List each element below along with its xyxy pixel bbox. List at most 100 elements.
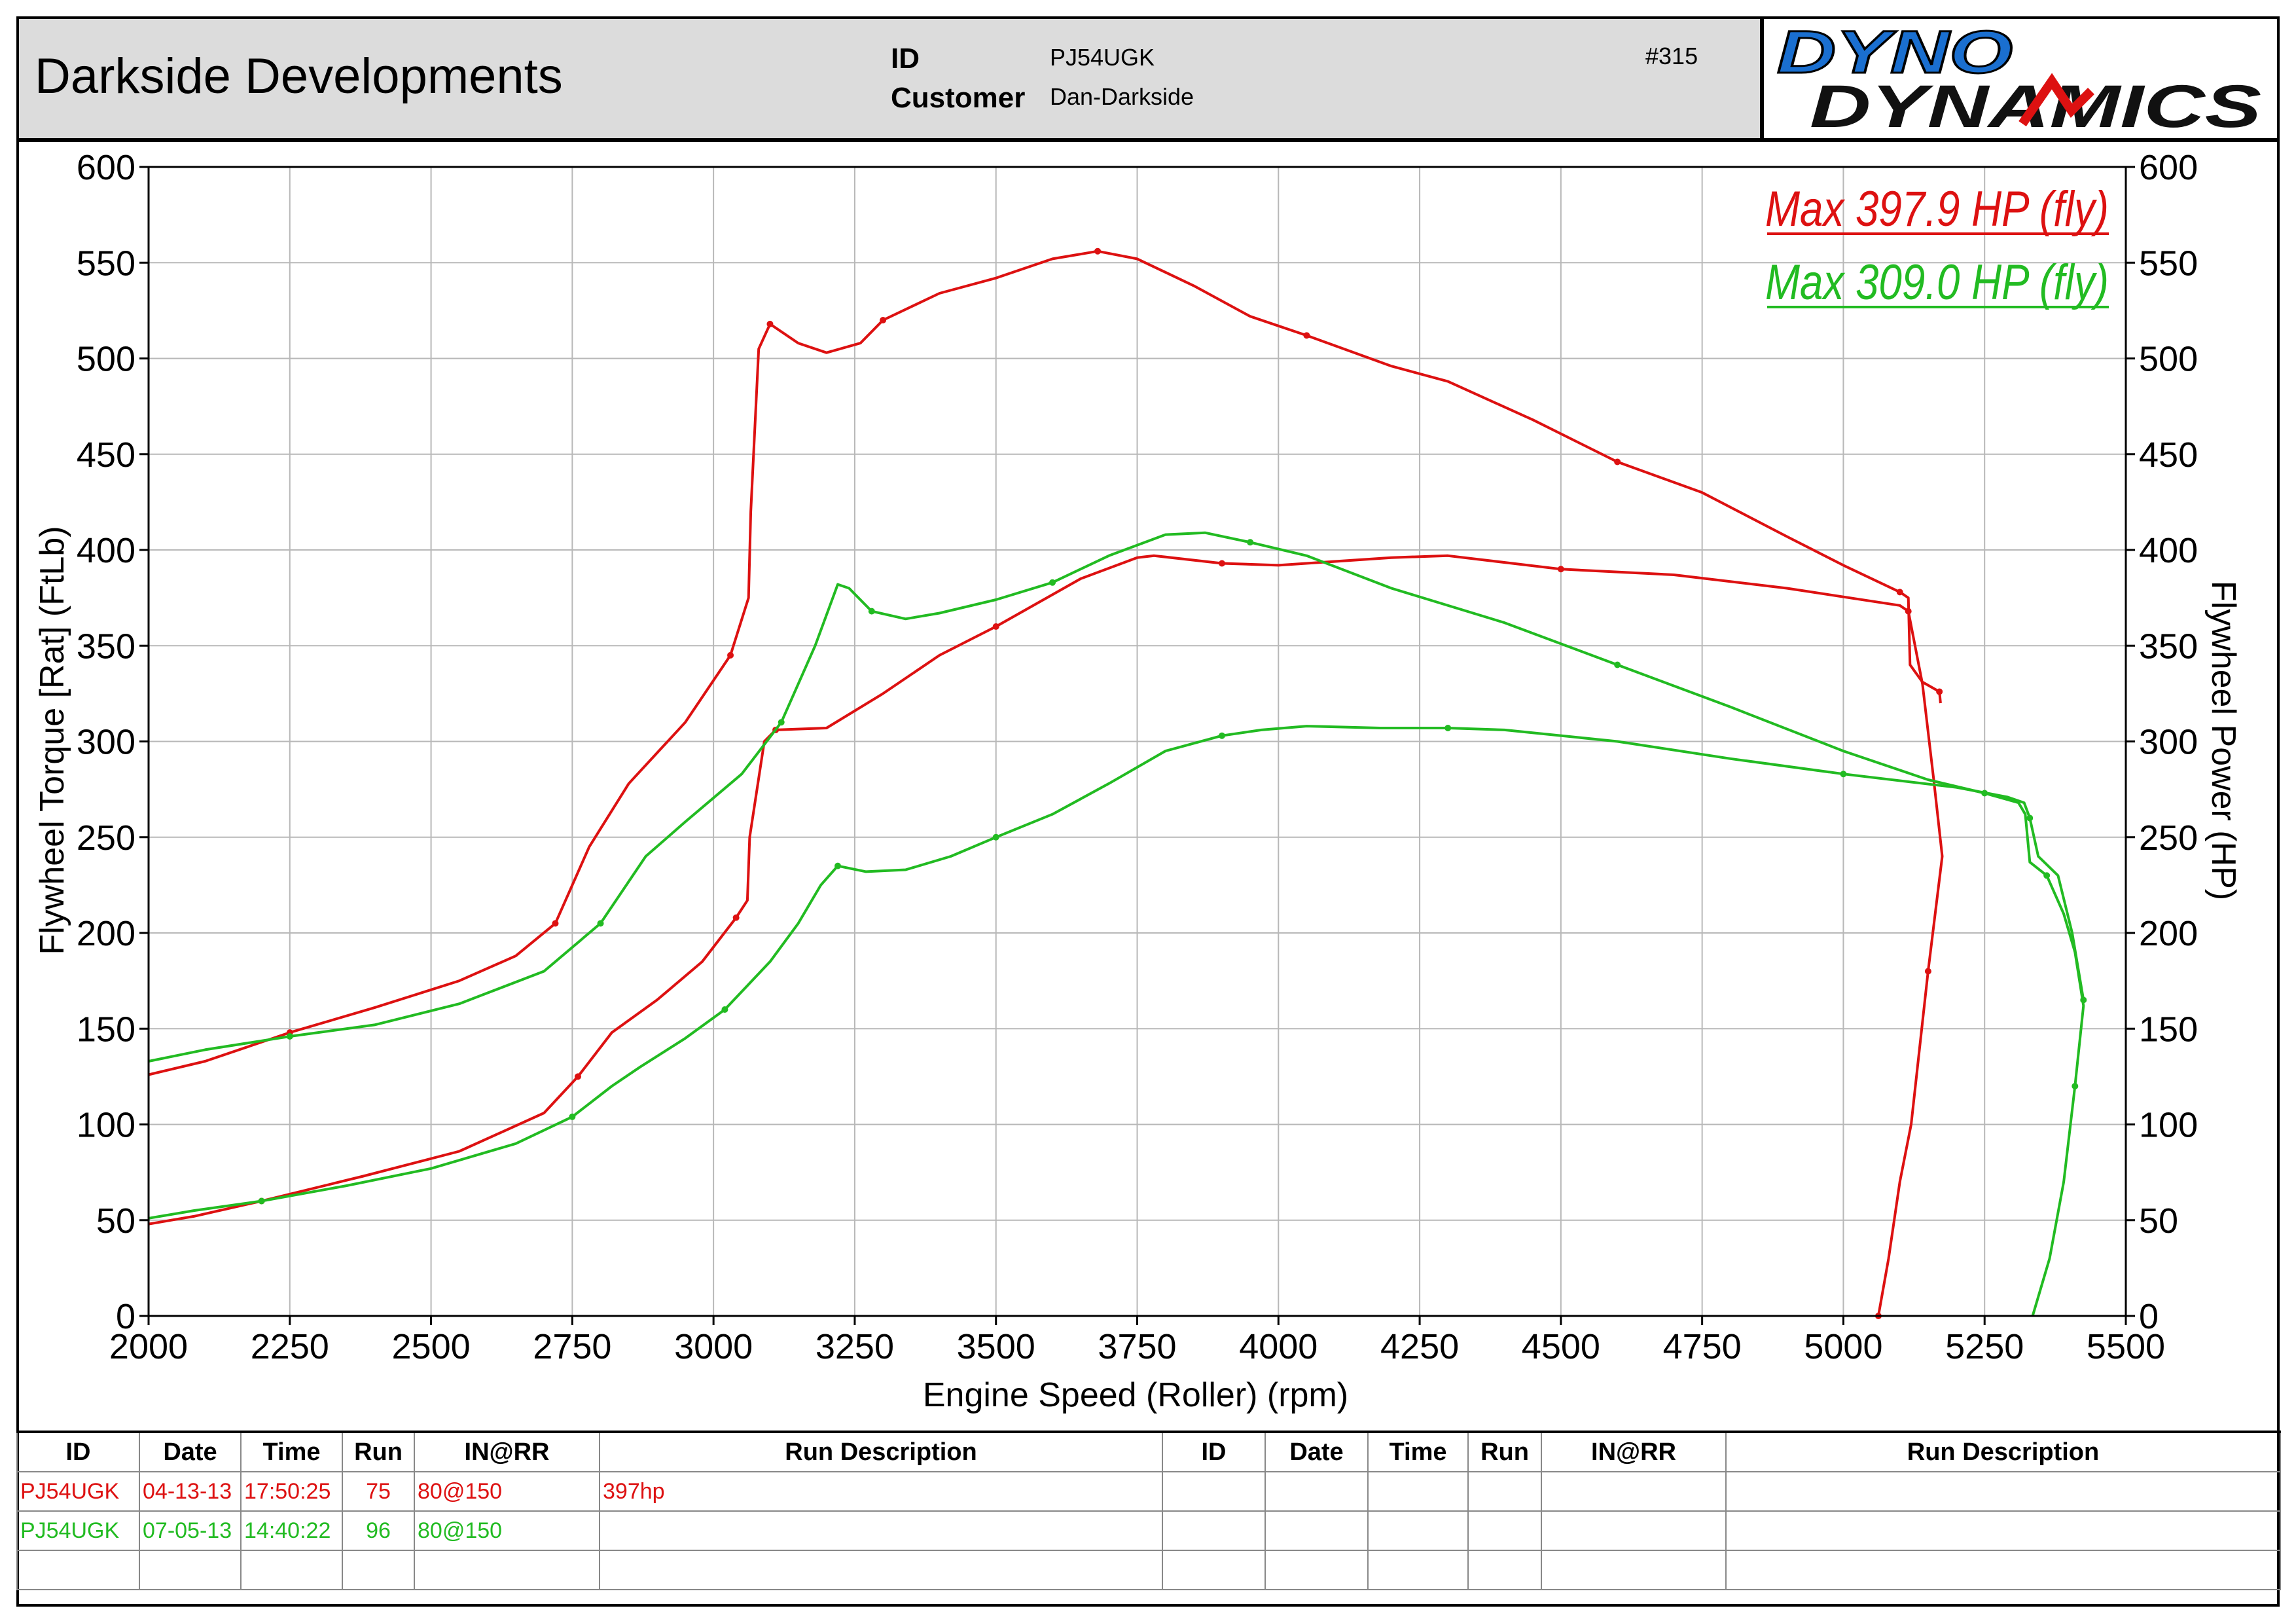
y-tick-label-left: 100 — [77, 1106, 135, 1145]
column-header: IN@RR — [414, 1431, 600, 1472]
table-cell — [1367, 1471, 1469, 1512]
sheet-number: #315 — [1645, 43, 1698, 69]
table-cell — [1725, 1510, 2281, 1551]
series-point-2 — [1614, 661, 1621, 668]
column-header: Date — [1265, 1431, 1369, 1472]
x-tick-label: 2000 — [109, 1327, 188, 1366]
series-point-1 — [732, 914, 740, 921]
table-cell: 04-13-13 — [139, 1471, 242, 1512]
y-tick-label-left: 200 — [77, 914, 135, 953]
y-tick-label-right: 450 — [2139, 435, 2198, 475]
table-cell — [599, 1550, 1163, 1590]
series-point-2 — [868, 608, 875, 615]
table-cell — [1265, 1471, 1369, 1512]
series-point-3 — [992, 833, 999, 841]
x-tick-label: 5500 — [2087, 1327, 2165, 1366]
table-cell — [1162, 1550, 1266, 1590]
column-header: ID — [16, 1431, 140, 1472]
x-tick-label: 3750 — [1098, 1327, 1176, 1366]
table-cell — [1467, 1471, 1542, 1512]
table-cell: 07-05-13 — [139, 1510, 242, 1551]
x-tick-label: 3500 — [957, 1327, 1035, 1366]
x-tick-label: 3250 — [816, 1327, 894, 1366]
table-cell: PJ54UGK — [16, 1471, 140, 1512]
column-header: Run — [342, 1431, 415, 1472]
y-tick-label-left: 600 — [77, 148, 135, 187]
x-tick-label: 4250 — [1380, 1327, 1459, 1366]
table-cell — [16, 1550, 140, 1590]
table-cell: 96 — [342, 1510, 415, 1551]
x-tick-label: 2500 — [392, 1327, 471, 1366]
series-line-2 — [148, 531, 2085, 1317]
y-tick-label-left: 250 — [77, 818, 135, 858]
series-point-3 — [258, 1197, 265, 1205]
x-tick-label: 4500 — [1522, 1327, 1600, 1366]
table-cell — [414, 1550, 600, 1590]
series-point-1 — [992, 623, 999, 630]
series-point-2 — [286, 1032, 293, 1040]
logo-swoosh — [2018, 73, 2094, 126]
y-tick-label-right: 500 — [2139, 340, 2198, 379]
table-cell: 397hp — [599, 1471, 1163, 1512]
x-tick-label: 4750 — [1663, 1327, 1742, 1366]
table-cell — [1265, 1550, 1369, 1590]
series-point-0 — [1303, 332, 1310, 339]
series-point-3 — [1218, 732, 1225, 739]
series-point-1 — [1905, 608, 1912, 615]
dyno-chart: 2000 2250 2500 2750 3000 3250 3500 3750 4000 4250… — [33, 148, 2242, 1414]
series-point-2 — [2043, 872, 2051, 879]
series-point-0 — [727, 651, 734, 659]
x-tick-label: 5250 — [1945, 1327, 2024, 1366]
y-tick-label-left: 550 — [77, 244, 135, 283]
series-point-0 — [1094, 247, 1102, 255]
table-cell — [139, 1550, 242, 1590]
y-tick-label-right: 50 — [2139, 1201, 2178, 1241]
y-axis-label-right: Flywheel Power (HP) — [2204, 581, 2242, 900]
y-tick-label-left: 300 — [77, 723, 135, 762]
column-header: Run Description — [1725, 1431, 2281, 1472]
table-cell: 17:50:25 — [240, 1471, 343, 1512]
column-header: IN@RR — [1541, 1431, 1727, 1472]
y-tick-label-left: 0 — [116, 1297, 135, 1336]
table-cell — [240, 1550, 343, 1590]
table-cell — [1162, 1471, 1266, 1512]
table-cell — [1367, 1550, 1469, 1590]
table-row — [16, 1550, 2281, 1590]
y-axis-label-left: Flywheel Torque [Rat] (FtLb) — [33, 526, 71, 955]
y-tick-label-right: 300 — [2139, 723, 2198, 762]
x-tick-label: 2250 — [251, 1327, 329, 1366]
series-point-1 — [1557, 566, 1564, 573]
table-cell — [1367, 1510, 1469, 1551]
series-point-2 — [1049, 579, 1056, 586]
column-header: Time — [1367, 1431, 1469, 1472]
customer-value: Dan-Darkside — [1050, 83, 1194, 110]
series-point-3 — [2026, 814, 2034, 822]
series-line-0 — [148, 249, 1942, 1076]
table-cell — [1162, 1510, 1266, 1551]
column-header: Date — [139, 1431, 242, 1472]
x-tick-label: 5000 — [1804, 1327, 1882, 1366]
table-row: PJ54UGK 04-13-13 17:50:25 75 80@150 397hp — [16, 1471, 2281, 1512]
header-bar: Darkside Developments ID PJ54UGK Custome… — [19, 19, 1760, 142]
series-point-1 — [1218, 560, 1225, 567]
series-point-1 — [1924, 968, 1931, 975]
y-tick-label-right: 600 — [2139, 148, 2198, 187]
series-point-3 — [569, 1113, 576, 1120]
y-tick-label-left: 400 — [77, 531, 135, 570]
y-tick-label-left: 50 — [96, 1201, 135, 1241]
dyno-sheet: Darkside Developments ID PJ54UGK Custome… — [16, 16, 2280, 1607]
series-point-0 — [1936, 688, 1943, 695]
id-value: PJ54UGK — [1050, 44, 1155, 71]
column-header: Run — [1467, 1431, 1542, 1472]
customer-label: Customer — [891, 82, 1026, 114]
column-header: Time — [240, 1431, 343, 1472]
series-point-3 — [1444, 725, 1452, 732]
series-point-0 — [766, 320, 774, 327]
series-point-0 — [1896, 589, 1903, 596]
table-row: PJ54UGK 07-05-13 14:40:22 96 80@150 — [16, 1510, 2281, 1551]
table-cell — [1467, 1510, 1542, 1551]
y-tick-label-left: 450 — [77, 435, 135, 475]
table-cell — [1725, 1471, 2281, 1512]
series-point-3 — [721, 1006, 728, 1013]
y-tick-label-right: 200 — [2139, 914, 2198, 953]
